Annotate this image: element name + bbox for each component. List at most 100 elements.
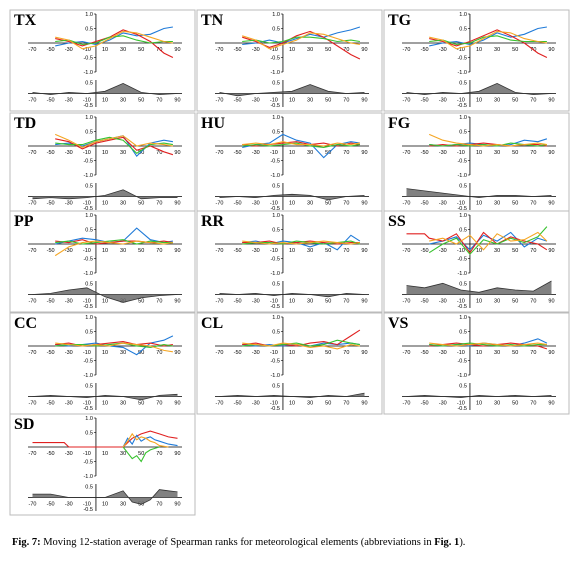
upper-x-tick-label: -10 [457,350,465,356]
upper-x-tick-label: -30 [65,47,73,53]
lower-x-tick-label: 70 [530,201,536,207]
lower-x-tick-label: -70 [29,299,37,305]
lower-x-tick-label: -30 [252,201,260,207]
upper-x-tick-label: -30 [252,350,260,356]
upper-y-tick-label: -0.5 [457,159,466,165]
series-line-red [55,29,174,58]
upper-x-tick-label: 10 [102,47,108,53]
lower-x-tick-label: -10 [83,98,91,104]
upper-x-tick-label: -30 [439,47,447,53]
lower-area [219,393,365,398]
upper-x-tick-label: 70 [343,350,349,356]
upper-x-tick-label: -70 [29,150,37,156]
upper-y-tick-label: -1.0 [83,474,92,480]
lower-x-tick-label: 70 [530,401,536,407]
upper-y-tick-label: 1.0 [459,315,467,321]
lower-x-tick-label: -70 [403,98,411,104]
lower-y-tick-label: -0.5 [270,304,279,310]
caption-label: Fig. 7: [12,537,41,548]
upper-y-tick-label: 0.5 [272,228,280,234]
upper-y-tick-label: -0.5 [83,460,92,466]
lower-area [219,293,365,297]
lower-y-tick-label: 0.5 [459,281,467,287]
upper-x-tick-label: -70 [403,150,411,156]
upper-x-tick-label: 90 [548,350,554,356]
series-line-orange [122,432,169,448]
upper-x-tick-label: 70 [156,248,162,254]
upper-x-tick-label: -70 [29,451,37,457]
upper-y-tick-label: 0.5 [272,130,280,136]
lower-x-tick-label: 70 [343,401,349,407]
upper-x-tick-label: -10 [83,150,91,156]
upper-y-tick-label: -1.0 [83,271,92,277]
series-line-orange [54,240,173,257]
lower-x-tick-label: -10 [83,502,91,508]
lower-area [32,189,178,199]
upper-x-tick-label: 10 [102,350,108,356]
upper-x-tick-label: -70 [403,248,411,254]
panel-label: SD [14,416,34,433]
lower-x-tick-label: -70 [29,401,37,407]
upper-x-tick-label: 90 [174,150,180,156]
upper-x-tick-label: 30 [494,350,500,356]
upper-x-tick-label: -10 [270,150,278,156]
lower-line [406,188,552,199]
upper-x-tick-label: 90 [361,350,367,356]
upper-x-tick-label: -70 [216,47,224,53]
lower-y-tick-label: 0.5 [85,281,93,287]
panel-label: PP [14,213,34,230]
upper-x-tick-label: -10 [83,47,91,53]
upper-x-tick-label: 10 [289,150,295,156]
lower-x-tick-label: 50 [512,98,518,104]
upper-y-tick-label: -1.0 [457,173,466,179]
panel-frame [9,413,196,516]
lower-x-tick-label: 10 [102,401,108,407]
upper-y-tick-label: 1.0 [459,213,467,219]
lower-x-tick-label: -50 [47,502,55,508]
panel-cc: CC 1.0 0.5 -0.5 -1.0 -70 -50 -30 -10 10 30 50 70 90 0.… [9,312,196,415]
upper-x-tick-label: 70 [156,150,162,156]
series-line-red [429,29,548,58]
panel-cl: CL 1.0 0.5 -0.5 -1.0 -70 -50 -30 -10 10 30 50 70 90 0.… [196,312,383,415]
upper-x-tick-label: -50 [47,150,55,156]
lower-area [32,394,178,400]
panel-label: CC [14,315,37,332]
lower-x-tick-label: 50 [325,201,331,207]
series-line-orange [242,141,360,147]
upper-y-tick-label: -1.0 [270,70,279,76]
upper-x-tick-label: 10 [476,350,482,356]
upper-y-tick-label: -0.5 [457,257,466,263]
upper-y-tick-label: 0.5 [459,228,467,234]
upper-x-tick-label: -30 [439,350,447,356]
figure-caption: Fig. 7: Moving 12-station average of Spe… [12,537,572,548]
lower-y-tick-label: 0.5 [459,80,467,86]
lower-line [32,82,178,96]
lower-x-tick-label: 30 [307,401,313,407]
upper-x-tick-label: -70 [216,248,224,254]
lower-x-tick-label: 10 [102,299,108,305]
upper-x-tick-label: -10 [270,248,278,254]
upper-x-tick-label: 70 [156,47,162,53]
series-line-orange [55,30,173,50]
upper-x-tick-label: 10 [476,47,482,53]
upper-x-tick-label: -30 [252,150,260,156]
lower-area [32,287,178,303]
lower-x-tick-label: -50 [421,299,429,305]
upper-y-tick-label: -0.5 [270,257,279,263]
lower-y-tick-label: 0.5 [272,183,280,189]
upper-x-tick-label: -10 [83,350,91,356]
lower-x-tick-label: -30 [252,299,260,305]
upper-x-tick-label: 30 [120,150,126,156]
panel-hu: HU 1.0 0.5 -0.5 -1.0 -70 -50 -30 -10 10 30 50 70 90 0.… [196,112,383,215]
lower-x-tick-label: 50 [325,401,331,407]
lower-x-tick-label: -50 [47,98,55,104]
lower-line [406,394,552,399]
lower-x-tick-label: -10 [83,299,91,305]
upper-x-tick-label: 30 [494,47,500,53]
lower-x-tick-label: 10 [289,299,295,305]
upper-y-tick-label: -0.5 [83,56,92,62]
upper-y-tick-label: -0.5 [457,359,466,365]
lower-y-tick-label: -0.5 [83,206,92,212]
upper-y-tick-label: -0.5 [270,56,279,62]
